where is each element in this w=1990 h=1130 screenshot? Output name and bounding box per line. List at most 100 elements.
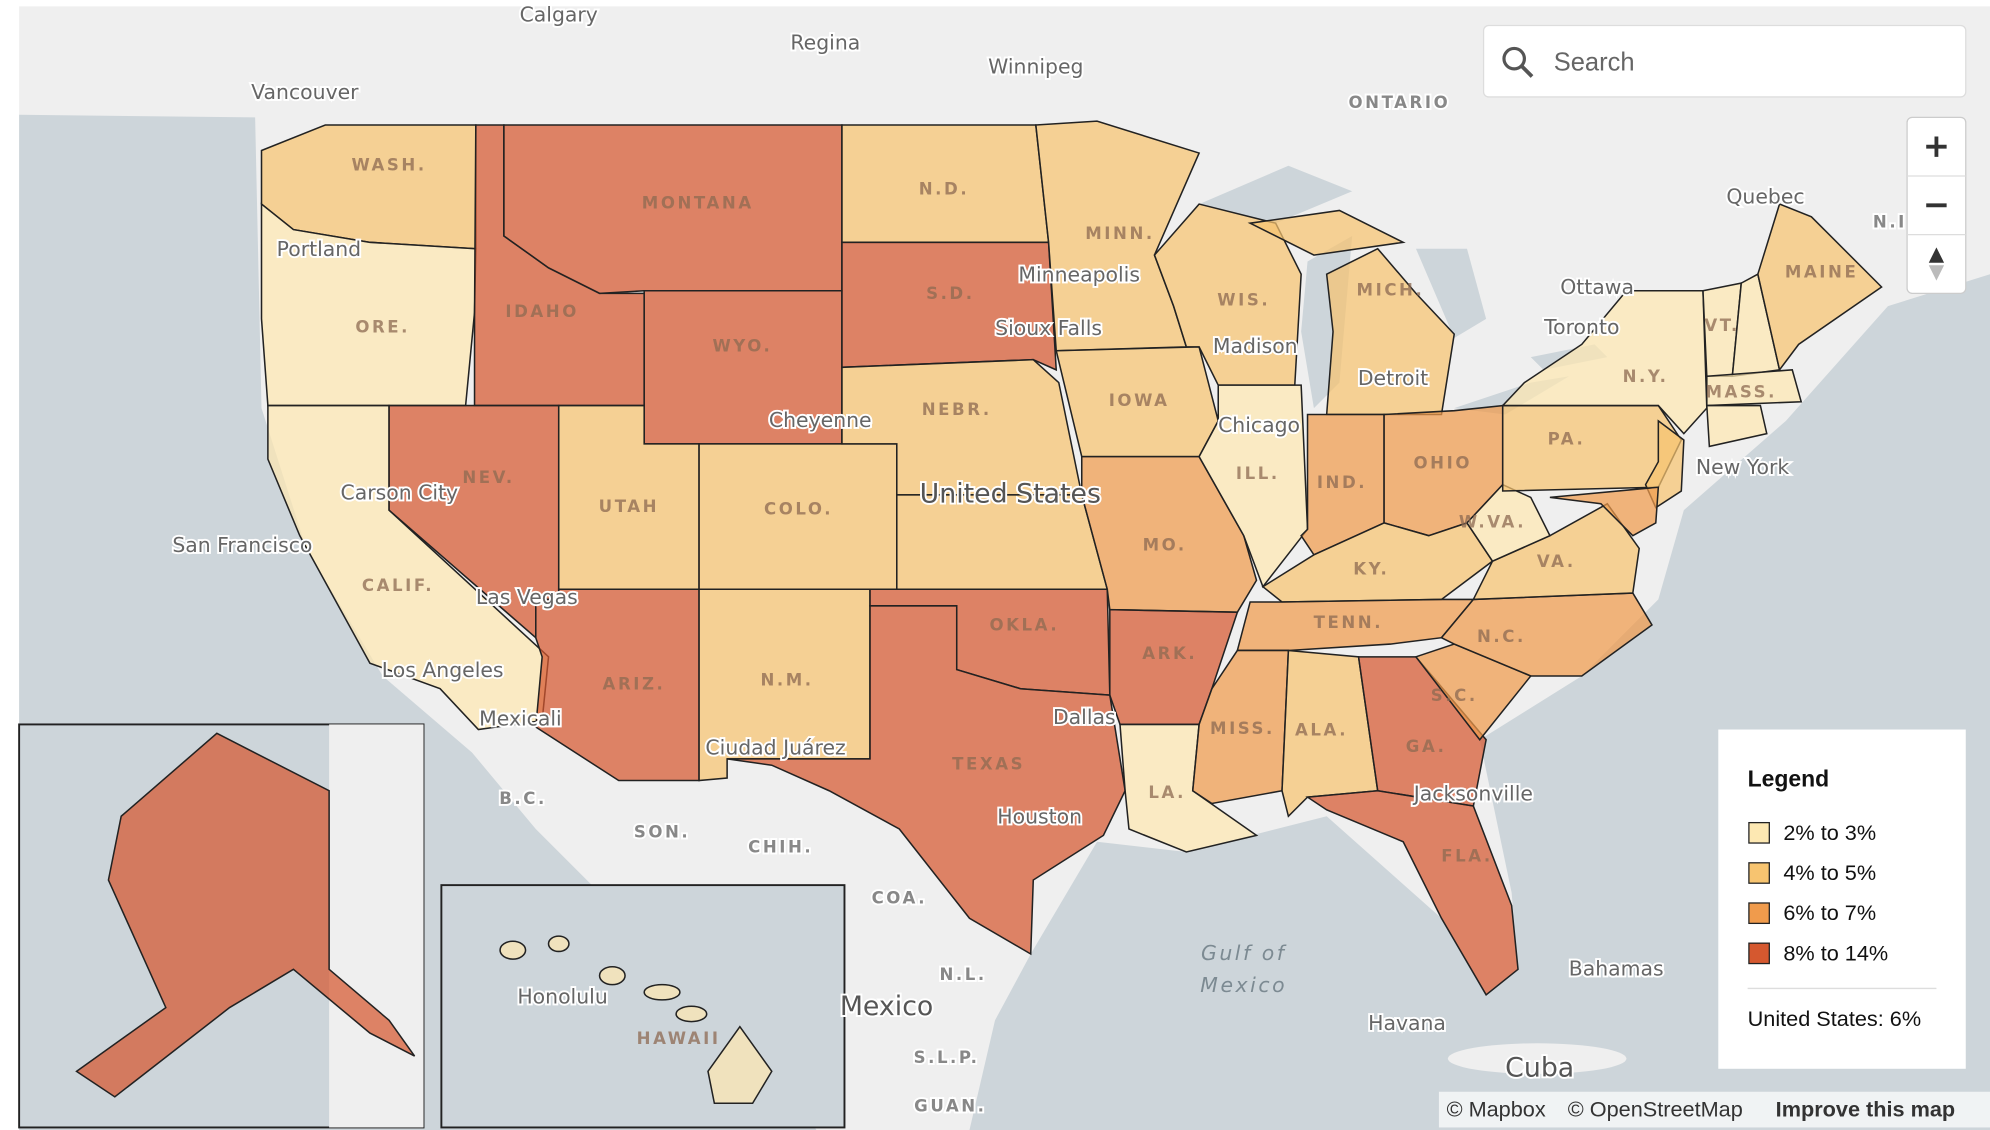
states	[260, 120, 1883, 996]
place-label: SON.	[634, 822, 690, 841]
state-label: ARK.	[1142, 644, 1197, 663]
state-label: WIS.	[1217, 290, 1270, 309]
place-label: Toronto	[1543, 315, 1619, 339]
state-label: WYO.	[712, 336, 772, 355]
state-label: PA.	[1548, 430, 1586, 449]
hawaii-inset	[440, 884, 846, 1129]
legend-label: 4% to 5%	[1783, 860, 1876, 885]
place-label: GUAN.	[914, 1097, 986, 1116]
state-label: IOWA	[1109, 391, 1170, 410]
place-label: CHIH.	[748, 838, 813, 857]
mapbox-credit[interactable]: © Mapbox	[1447, 1097, 1546, 1122]
place-label: Mexicali	[479, 706, 562, 730]
improve-link[interactable]: Improve this map	[1776, 1097, 1955, 1122]
osm-credit[interactable]: © OpenStreetMap	[1568, 1097, 1743, 1122]
legend-note: United States: 6%	[1748, 1006, 1922, 1031]
state	[1305, 789, 1519, 996]
state-label: COLO.	[764, 500, 833, 519]
state-label: GA.	[1406, 737, 1447, 756]
place-label: Las Vegas	[476, 585, 578, 609]
place-label: Havana	[1368, 1011, 1446, 1035]
place-label: ONTARIO	[1349, 93, 1451, 112]
state	[1706, 369, 1803, 407]
cuba	[1447, 1043, 1627, 1074]
place-label: Carson City	[340, 481, 458, 505]
legend-label: 8% to 14%	[1783, 940, 1888, 965]
place-label: Honolulu	[517, 984, 607, 1008]
state-label: NEV.	[462, 468, 514, 487]
state-label: OKLA.	[989, 616, 1059, 635]
place-label: Detroit	[1358, 366, 1428, 390]
state-label: N.C.	[1477, 627, 1526, 646]
place-label: Cuba	[1505, 1052, 1574, 1083]
canada-land	[329, 724, 424, 1128]
state	[1357, 656, 1487, 807]
place-label: Regina	[790, 30, 860, 54]
state	[1549, 486, 1660, 537]
place-label: Mexico	[1200, 973, 1287, 997]
state	[1198, 384, 1309, 589]
state-label: MONTANA	[642, 194, 754, 213]
legend-label: 6% to 7%	[1783, 900, 1876, 925]
state-label: CALIF.	[362, 576, 434, 595]
place-label: Houston	[997, 805, 1082, 829]
state-label: UTAH	[599, 497, 659, 516]
state-label: KY.	[1353, 560, 1389, 579]
state	[1247, 209, 1456, 416]
compass[interactable]	[1928, 247, 1945, 263]
state-label: ILL.	[1236, 464, 1280, 483]
place-label: COA.	[872, 889, 927, 908]
state	[1466, 483, 1551, 563]
search-box[interactable]: Search	[1482, 24, 1967, 98]
place-label: San Francisco	[172, 533, 312, 557]
zoom-controls[interactable]	[1906, 116, 1967, 294]
state-label: MASS.	[1705, 382, 1777, 401]
state-label: FLA.	[1441, 847, 1493, 866]
state	[75, 732, 416, 1098]
legend-swatch	[1748, 902, 1770, 925]
search-placeholder[interactable]: Search	[1554, 49, 1635, 77]
place-label: Sioux Falls	[995, 316, 1102, 340]
place-label: Ciudad Juárez	[705, 736, 845, 760]
state-label: NEBR.	[922, 400, 992, 419]
state-label: IND.	[1317, 473, 1367, 492]
place-label: Quebec	[1726, 185, 1804, 209]
place-label: Ottawa	[1560, 275, 1634, 299]
state	[841, 241, 1058, 372]
state-label: ALA.	[1295, 720, 1348, 739]
state-label: S.C.	[1431, 686, 1478, 705]
state-label: N.Y.	[1623, 367, 1669, 386]
state-label: IDAHO	[505, 302, 578, 321]
place-label: Winnipeg	[988, 55, 1083, 79]
state-label: HAWAII	[637, 1029, 721, 1048]
place-label: Portland	[277, 237, 361, 261]
place-label: Los Angeles	[382, 658, 504, 682]
state-label: MO.	[1143, 535, 1187, 554]
legend-swatch	[1748, 821, 1770, 844]
state-label: OHIO	[1414, 454, 1472, 473]
state-label: WASH.	[351, 155, 426, 174]
state-label: N.D.	[919, 180, 969, 199]
state	[1757, 203, 1883, 372]
zoom-in[interactable]	[1926, 136, 1947, 157]
place-label: Calgary	[520, 2, 598, 26]
labels: WASH. ORE. CALIF. IDAHO NEV. MONTANA WYO. UTAH A…	[170, 0, 1915, 1117]
place-label: Cheyenne	[769, 408, 872, 432]
place-label: B.C.	[499, 789, 547, 808]
state-label: MICH.	[1357, 280, 1425, 299]
place-label: United States	[920, 478, 1101, 509]
legend: Legend 2% to 3% 4% to 5% 6% to 7% 8% to 14%…	[1718, 729, 1966, 1069]
state-label: MAINE	[1785, 262, 1858, 281]
state-label: MISS.	[1210, 719, 1275, 738]
attribution: © Mapbox © OpenStreetMap Improve this ma…	[1438, 1091, 1990, 1128]
state-label: LA.	[1148, 783, 1186, 802]
place-label: Gulf of	[1201, 941, 1287, 965]
inset-states	[75, 732, 773, 1104]
place-label: S.L.P.	[914, 1048, 980, 1067]
legend-swatch	[1748, 942, 1770, 965]
state-label: MINN.	[1085, 224, 1154, 243]
place-label: Minneapolis	[1018, 262, 1140, 286]
state-label: VT.	[1704, 316, 1740, 335]
legend-label: 2% to 3%	[1783, 820, 1876, 845]
state-label: TENN.	[1314, 613, 1383, 632]
